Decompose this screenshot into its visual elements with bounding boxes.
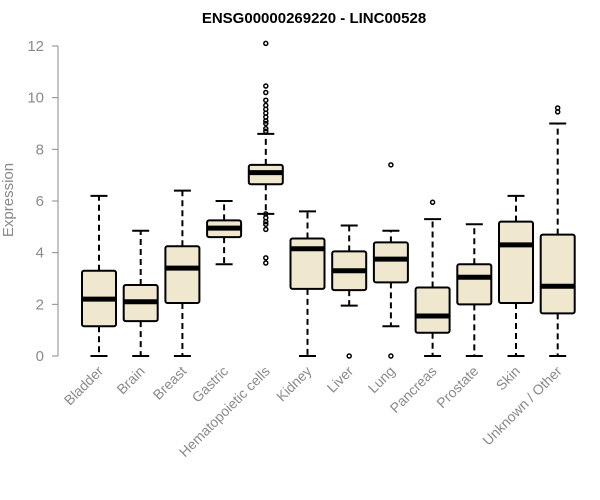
iqr-box (539, 233, 576, 315)
box-breast (164, 189, 201, 357)
box-liver (331, 224, 368, 359)
box-skin (498, 194, 534, 357)
y-tick-label: 6 (36, 193, 44, 210)
outlier-point (263, 221, 269, 227)
outlier-point (388, 162, 394, 168)
x-tick-label: Skin (493, 363, 524, 394)
outlier-point (263, 89, 269, 96)
x-tick-label: Bladder (61, 363, 107, 409)
box-lung (372, 162, 409, 359)
x-tick-label: Liver (324, 363, 357, 396)
chart-title: ENSG00000269220 - LINC00528 (202, 10, 426, 27)
iqr-box (372, 241, 409, 284)
box-gastric (206, 200, 243, 266)
boxes (81, 40, 576, 359)
outlier-point (554, 105, 561, 111)
box-bladder (81, 194, 117, 357)
outlier-point (263, 120, 269, 127)
y-tick-label: 8 (36, 141, 44, 158)
outlier-point (263, 128, 269, 134)
box-prostate (456, 223, 493, 357)
y-tick-label: 12 (27, 38, 44, 55)
outlier-point (263, 102, 269, 109)
x-tick-label: Unknown / Other (479, 363, 565, 449)
outlier-point (263, 255, 269, 261)
y-tick-label: 4 (36, 245, 44, 262)
outlier-point (263, 97, 269, 103)
y-ticks: 0 2 4 6 8 10 12 (27, 38, 58, 365)
outlier-point (429, 199, 436, 206)
x-tick-label: Lung (365, 363, 398, 396)
outlier-point (263, 260, 269, 266)
box-unknown-other (539, 105, 576, 357)
y-axis-label: Expression (0, 163, 17, 237)
outlier-point (263, 83, 269, 89)
x-tick-label: Prostate (433, 363, 481, 411)
iqr-box (498, 220, 534, 305)
outlier-point (263, 125, 269, 132)
box-pancreas (414, 199, 451, 357)
iqr-box (289, 237, 326, 290)
outlier-point (263, 226, 269, 233)
y-tick-label: 10 (27, 90, 44, 107)
outlier-point (263, 40, 269, 47)
outlier-point (388, 353, 394, 359)
x-tick-label: Kidney (273, 363, 315, 405)
box-brain (122, 229, 159, 357)
x-tick-label: Breast (150, 363, 190, 403)
iqr-box (164, 245, 201, 305)
outlier-point (263, 211, 269, 217)
outlier-point (346, 353, 352, 359)
iqr-box (456, 263, 493, 306)
x-tick-label: Brain (113, 363, 147, 397)
y-tick-label: 0 (36, 348, 44, 365)
y-tick-label: 2 (36, 296, 44, 313)
box-hematopoietic-cells (247, 40, 284, 266)
iqr-box (414, 286, 451, 334)
box-kidney (289, 210, 326, 357)
